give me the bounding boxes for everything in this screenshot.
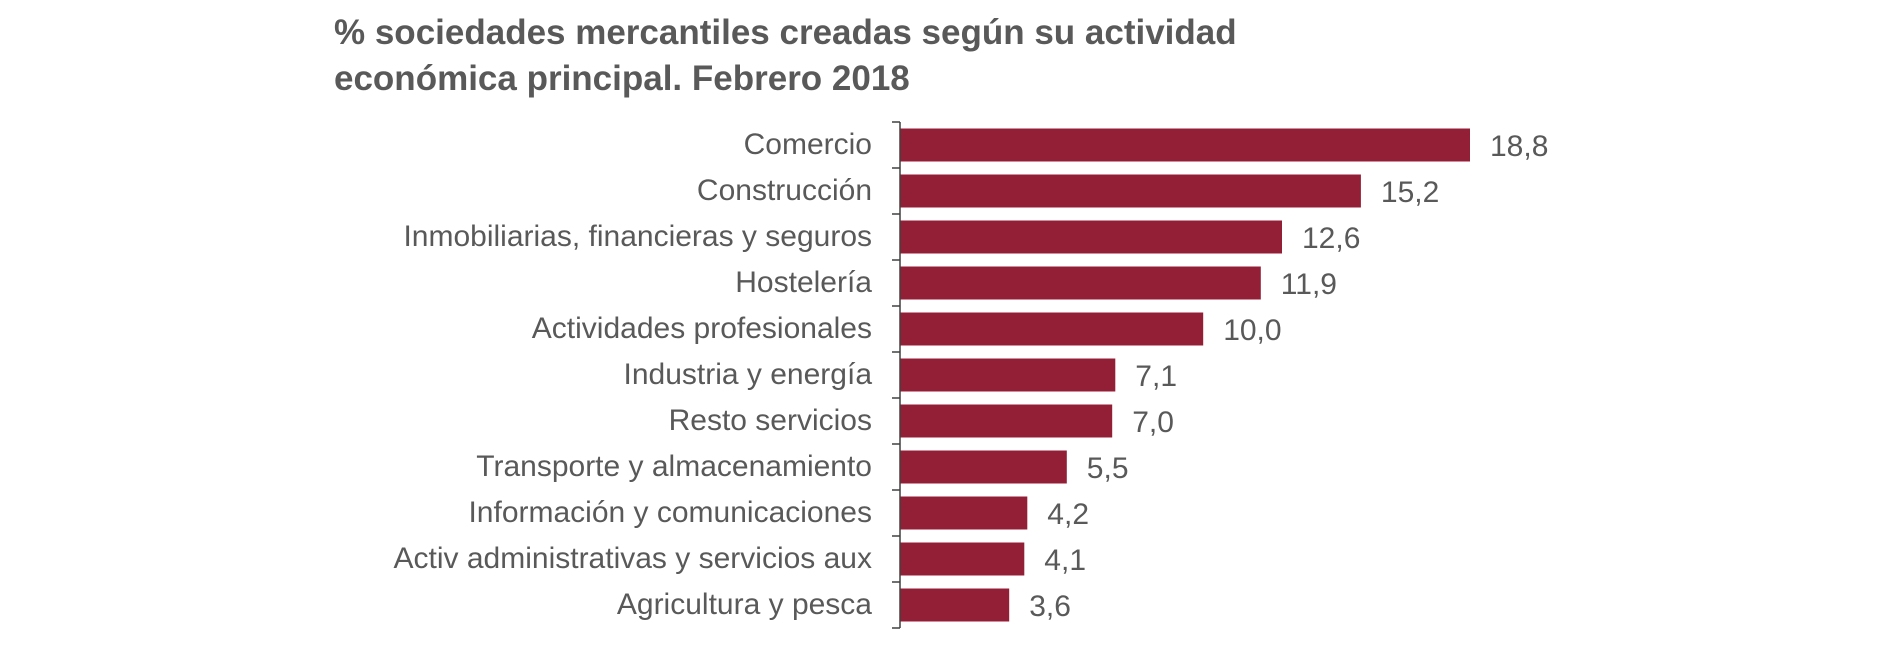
category-label: Actividades profesionales <box>532 312 872 345</box>
bar <box>900 128 1470 162</box>
bar <box>900 404 1113 438</box>
category-label: Activ administrativas y servicios aux <box>394 542 872 575</box>
category-label: Información y comunicaciones <box>468 496 872 529</box>
chart-title: % sociedades mercantiles creadas según s… <box>334 13 1237 98</box>
value-label: 7,1 <box>1135 360 1177 393</box>
category-label: Resto servicios <box>669 404 872 437</box>
bar <box>900 496 1028 530</box>
category-label: Comercio <box>744 128 872 161</box>
category-label: Construcción <box>697 174 872 207</box>
category-label: Inmobiliarias, financieras y seguros <box>403 220 872 253</box>
category-label: Hostelería <box>735 266 872 299</box>
bar <box>900 266 1261 300</box>
value-label: 7,0 <box>1132 406 1174 439</box>
value-label: 15,2 <box>1381 176 1439 209</box>
category-label: Transporte y almacenamiento <box>476 450 872 483</box>
bar <box>900 588 1010 622</box>
value-label: 3,6 <box>1029 590 1071 623</box>
value-label: 12,6 <box>1302 222 1360 255</box>
y-axis <box>892 121 901 629</box>
category-label: Agricultura y pesca <box>617 588 872 621</box>
value-label: 11,9 <box>1281 268 1337 301</box>
bar <box>900 542 1025 576</box>
bar <box>900 312 1204 346</box>
value-label: 5,5 <box>1087 452 1129 485</box>
value-label: 4,2 <box>1047 498 1089 531</box>
bar <box>900 358 1116 392</box>
bar <box>900 450 1067 484</box>
bars-layer <box>900 128 1470 622</box>
value-label: 10,0 <box>1223 314 1281 347</box>
value-label: 4,1 <box>1044 544 1086 577</box>
bar <box>900 220 1282 254</box>
bar <box>900 174 1361 208</box>
labels-layer: Comercio 18,8 Construcción 15,2 Inmobiliari… <box>394 128 1549 623</box>
value-label: 18,8 <box>1490 130 1548 163</box>
category-label: Industria y energía <box>624 358 873 391</box>
